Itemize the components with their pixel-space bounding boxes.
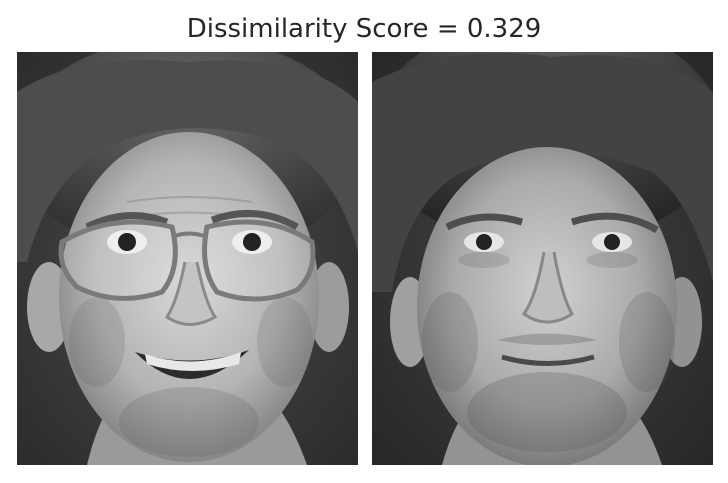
face-image-right: [372, 52, 713, 465]
face-photo-neutral: [372, 52, 713, 465]
face-photo-glasses: [17, 52, 358, 465]
dissimilarity-title: Dissimilarity Score = 0.329: [186, 14, 542, 44]
face-image-left: [17, 52, 358, 465]
